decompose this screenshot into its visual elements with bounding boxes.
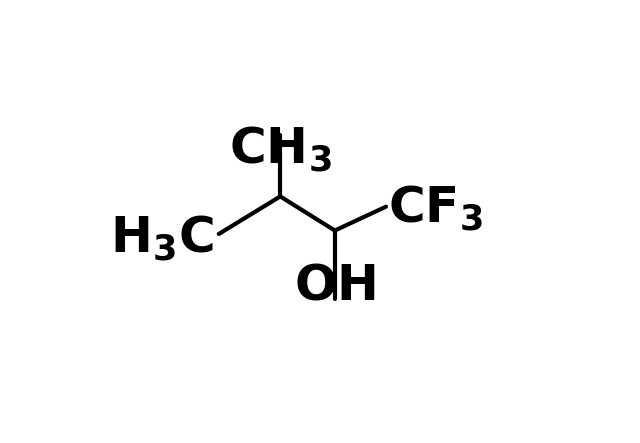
Text: $\mathbf{CF_3}$: $\mathbf{CF_3}$ [388,184,483,233]
Text: $\mathbf{H_3C}$: $\mathbf{H_3C}$ [110,214,214,264]
Text: $\mathbf{CH_3}$: $\mathbf{CH_3}$ [229,125,332,174]
Text: $\mathbf{OH}$: $\mathbf{OH}$ [294,261,376,311]
